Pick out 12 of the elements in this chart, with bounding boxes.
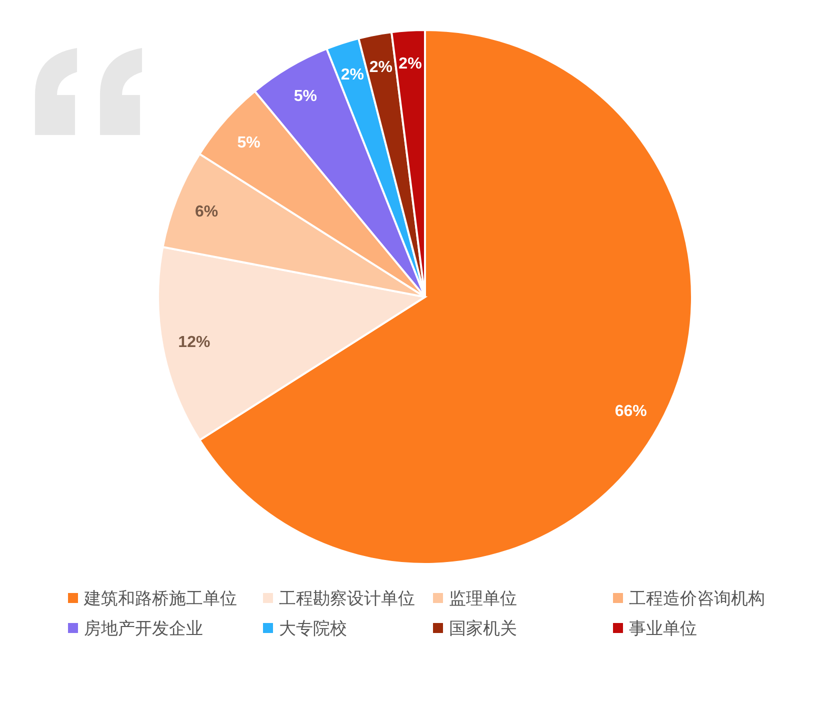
legend-label: 大专院校 bbox=[279, 619, 347, 639]
data-label: 5% bbox=[237, 134, 260, 152]
data-label: 12% bbox=[178, 334, 210, 352]
legend-label: 监理单位 bbox=[449, 589, 517, 609]
data-label: 2% bbox=[398, 56, 422, 73]
data-label: 66% bbox=[614, 403, 647, 420]
data-label: 5% bbox=[294, 88, 317, 105]
legend-label: 国家机关 bbox=[449, 619, 517, 639]
data-label: 6% bbox=[194, 204, 218, 221]
data-label: 2% bbox=[369, 59, 393, 76]
legend-label: 事业单位 bbox=[629, 619, 697, 639]
data-label: 2% bbox=[340, 66, 364, 84]
